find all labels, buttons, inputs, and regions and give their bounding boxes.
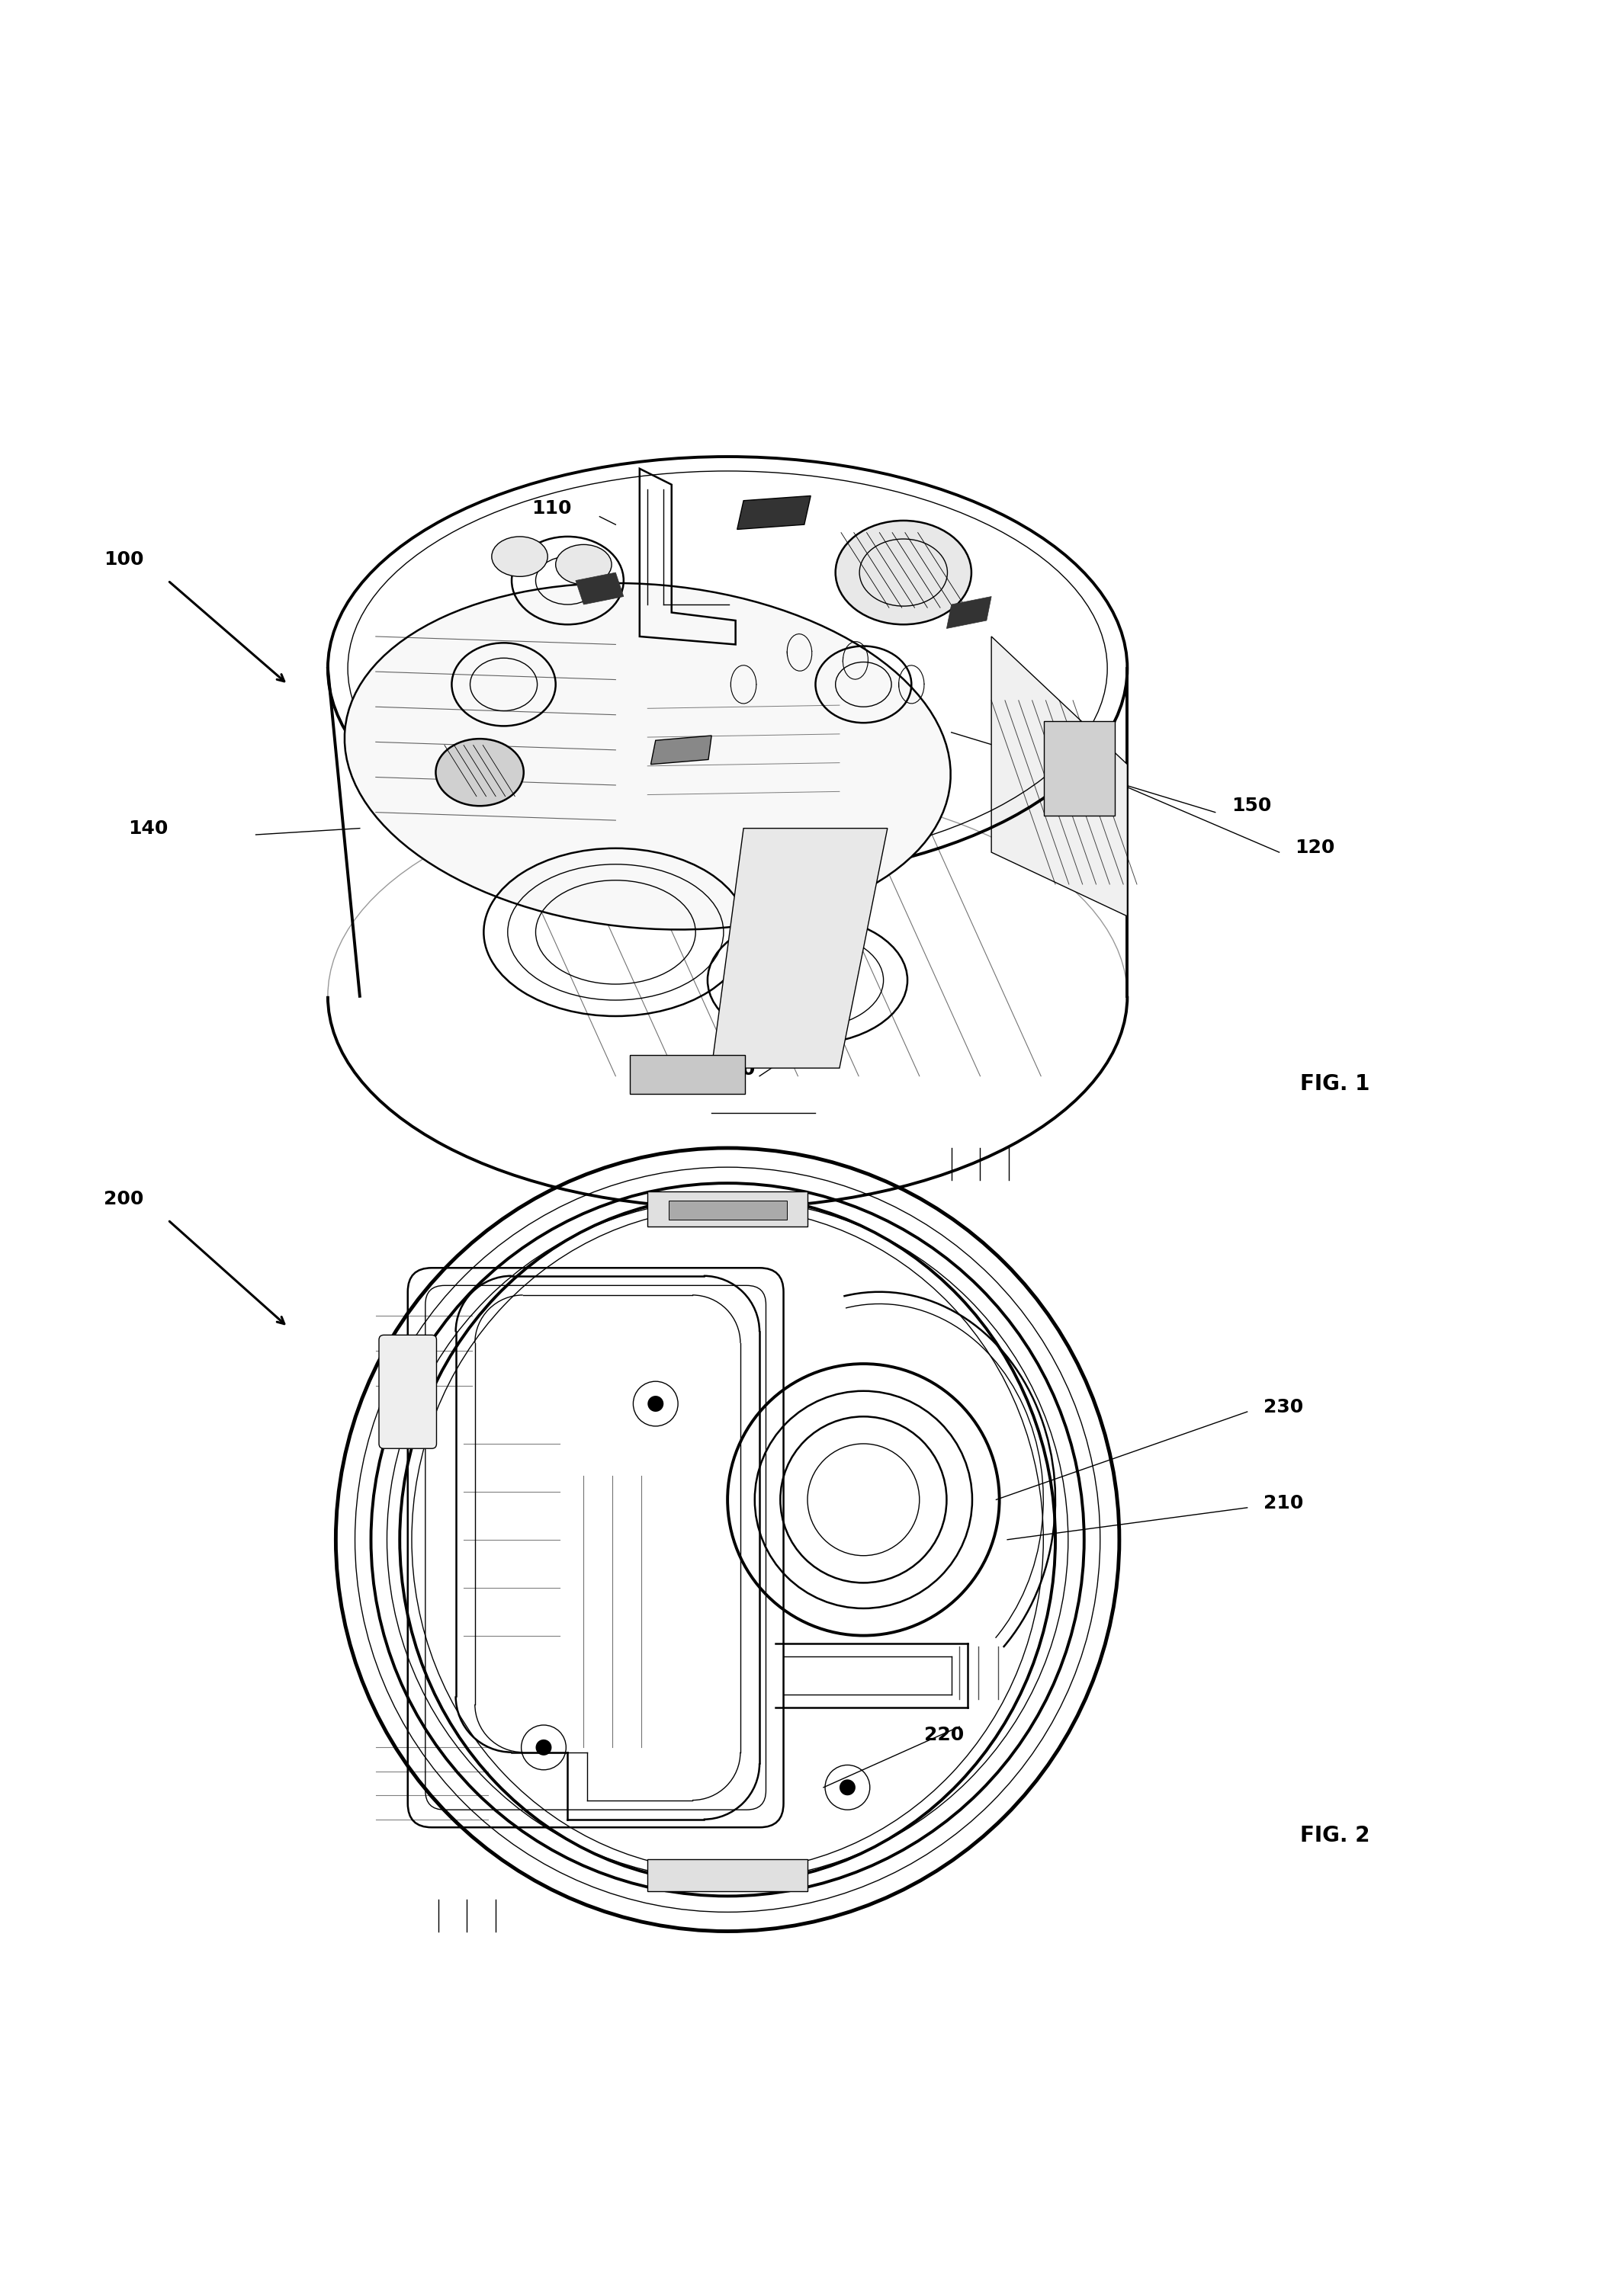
FancyBboxPatch shape [379,1334,437,1449]
Ellipse shape [492,537,547,576]
Text: 130: 130 [716,1061,755,1079]
Text: 150: 150 [1231,797,1271,815]
Text: 220: 220 [924,1727,964,1743]
Text: FIG. 1: FIG. 1 [1300,1075,1370,1095]
Circle shape [648,1396,664,1412]
Polygon shape [947,597,991,629]
Ellipse shape [556,544,611,585]
Text: 140: 140 [128,820,168,838]
Circle shape [536,1740,552,1756]
Text: 100: 100 [104,551,144,569]
Text: 120: 120 [1295,838,1335,856]
Circle shape [839,1779,855,1795]
Text: FIG. 2: FIG. 2 [1300,1825,1370,1846]
Text: 200: 200 [104,1189,144,1208]
Polygon shape [576,572,624,604]
Ellipse shape [836,521,971,625]
FancyBboxPatch shape [648,1192,807,1226]
FancyBboxPatch shape [648,1860,807,1892]
Text: 210: 210 [1263,1495,1303,1513]
Polygon shape [991,636,1127,916]
Text: 110: 110 [531,501,572,517]
FancyBboxPatch shape [668,1201,787,1219]
Ellipse shape [344,583,951,930]
Ellipse shape [435,739,524,806]
Polygon shape [712,829,887,1068]
Polygon shape [737,496,811,530]
FancyBboxPatch shape [630,1056,745,1093]
FancyBboxPatch shape [1044,721,1115,815]
Text: 230: 230 [1263,1398,1303,1417]
Polygon shape [651,735,712,765]
